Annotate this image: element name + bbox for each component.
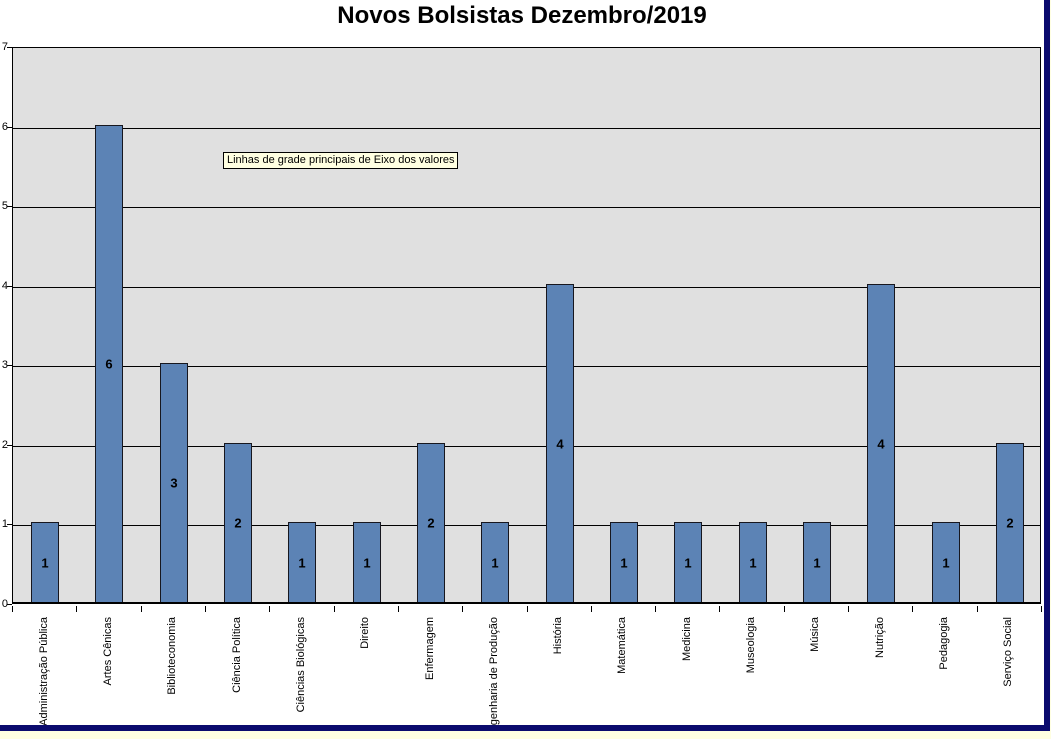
bar-value-label: 1 bbox=[684, 555, 692, 570]
y-axis-tick bbox=[7, 206, 12, 207]
bar-value-label: 4 bbox=[877, 436, 885, 451]
x-axis-label-text: Engenharia de Produção bbox=[488, 617, 500, 725]
x-axis-tick bbox=[269, 606, 270, 612]
chart-title[interactable]: Novos Bolsistas Dezembro/2019 bbox=[337, 2, 707, 29]
bar[interactable]: 4 bbox=[867, 284, 895, 602]
bar[interactable]: 1 bbox=[674, 522, 702, 602]
x-axis-label-text: Enfermagem bbox=[424, 617, 436, 680]
bar[interactable]: 2 bbox=[996, 443, 1024, 602]
bar[interactable]: 1 bbox=[803, 522, 831, 602]
bar-value-label: 1 bbox=[41, 555, 49, 570]
y-axis-tick bbox=[7, 604, 12, 605]
x-axis-tick bbox=[655, 606, 656, 612]
y-axis-tick bbox=[7, 524, 12, 525]
x-axis-label-text: Nutrição bbox=[874, 617, 886, 658]
bar[interactable]: 1 bbox=[353, 522, 381, 602]
x-axis-label-text: Direito bbox=[359, 617, 371, 649]
gridline-tooltip: Linhas de grade principais de Eixo dos v… bbox=[223, 152, 459, 169]
bar-value-label: 1 bbox=[749, 555, 757, 570]
bar[interactable]: 1 bbox=[932, 522, 960, 602]
y-axis-label[interactable]: 2 bbox=[1, 439, 8, 451]
x-axis-tick bbox=[719, 606, 720, 612]
x-axis-label-text: Pedagogia bbox=[938, 617, 950, 670]
bar[interactable]: 6 bbox=[95, 125, 123, 602]
bar[interactable]: 1 bbox=[610, 522, 638, 602]
x-axis-label-text: Música bbox=[809, 617, 821, 652]
x-axis-tick bbox=[334, 606, 335, 612]
x-axis-label-text: Medicina bbox=[681, 617, 693, 662]
x-axis-label-text: Artes Cênicas bbox=[102, 617, 114, 686]
bar-value-label: 6 bbox=[105, 356, 113, 372]
bar-value-label: 4 bbox=[556, 436, 564, 451]
plot-area[interactable]: 1 6 3 2 1 1 2 1 4 1 1 1 1 4 1 2 bbox=[12, 47, 1041, 604]
bar[interactable]: 2 bbox=[224, 443, 252, 602]
bar[interactable]: 4 bbox=[546, 284, 574, 602]
x-axis-tick bbox=[977, 606, 978, 612]
x-axis-label-text: Biblioteconomia bbox=[166, 617, 178, 695]
bar-value-label: 3 bbox=[170, 475, 178, 491]
x-axis-tick bbox=[527, 606, 528, 612]
y-axis-tick bbox=[7, 445, 12, 446]
bar-value-label: 1 bbox=[298, 555, 306, 570]
y-axis-label[interactable]: 4 bbox=[1, 280, 8, 292]
y-axis-label[interactable]: 7 bbox=[1, 41, 8, 53]
bar-value-label: 1 bbox=[620, 555, 628, 570]
y-axis-tick bbox=[7, 127, 12, 128]
bar[interactable]: 1 bbox=[481, 522, 509, 602]
value-axis-gridline[interactable] bbox=[13, 525, 1040, 526]
y-axis-label[interactable]: 5 bbox=[1, 200, 8, 212]
x-axis-tick bbox=[784, 606, 785, 612]
y-axis-tick bbox=[7, 286, 12, 287]
x-axis-tick bbox=[76, 606, 77, 612]
bar[interactable]: 1 bbox=[288, 522, 316, 602]
x-axis-label-text: História bbox=[552, 617, 564, 655]
y-axis-tick bbox=[7, 365, 12, 366]
x-axis-label-text: Serviço Social bbox=[1002, 617, 1014, 687]
x-axis-tick bbox=[398, 606, 399, 612]
y-axis-label[interactable]: 3 bbox=[1, 359, 8, 371]
x-axis-label-text: Ciências Biológicas bbox=[295, 617, 307, 713]
x-axis-label-text: Ciência Política bbox=[231, 617, 243, 693]
bar-value-label: 1 bbox=[942, 555, 950, 570]
value-axis-gridline[interactable] bbox=[13, 366, 1040, 367]
bar[interactable]: 3 bbox=[160, 363, 188, 602]
bar[interactable]: 2 bbox=[417, 443, 445, 602]
value-axis-gridline[interactable] bbox=[13, 128, 1040, 129]
x-axis-tick bbox=[462, 606, 463, 612]
x-axis-tick bbox=[141, 606, 142, 612]
bar-value-label: 1 bbox=[491, 555, 499, 570]
y-axis-tick bbox=[7, 47, 12, 48]
x-axis-tick bbox=[12, 606, 13, 612]
y-axis-label[interactable]: 6 bbox=[1, 121, 8, 133]
x-axis-tick bbox=[1041, 606, 1042, 612]
bar-value-label: 1 bbox=[813, 555, 821, 570]
bar[interactable]: 1 bbox=[31, 522, 59, 602]
x-axis-tick bbox=[205, 606, 206, 612]
bar-value-label: 2 bbox=[234, 515, 242, 531]
x-axis-tick bbox=[591, 606, 592, 612]
bar-value-label: 2 bbox=[1006, 515, 1014, 531]
bar[interactable]: 1 bbox=[739, 522, 767, 602]
value-axis-gridline[interactable] bbox=[13, 287, 1040, 288]
bar-value-label: 2 bbox=[427, 515, 435, 531]
x-axis-label-text: Matemática bbox=[616, 617, 628, 674]
value-axis-gridline[interactable] bbox=[13, 207, 1040, 208]
x-axis-tick bbox=[848, 606, 849, 612]
x-axis-tick bbox=[912, 606, 913, 612]
y-axis-label[interactable]: 1 bbox=[1, 518, 8, 530]
bar-value-label: 1 bbox=[363, 555, 371, 570]
x-axis-label-text: Administração Pública bbox=[38, 617, 50, 725]
value-axis-gridline[interactable] bbox=[13, 446, 1040, 447]
x-axis-label-text: Museologia bbox=[745, 617, 757, 674]
y-axis-label[interactable]: 0 bbox=[1, 598, 8, 610]
